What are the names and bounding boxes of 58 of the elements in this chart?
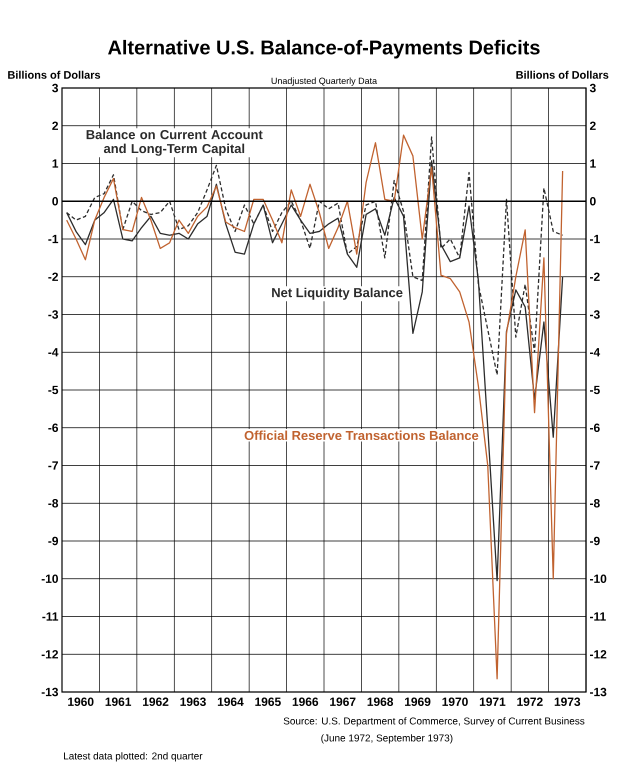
- x-tick-label: 1964: [218, 698, 244, 706]
- x-tick-label: 1973: [554, 698, 580, 706]
- y-tick-label: -8: [48, 499, 58, 508]
- y2-tick-label: -10: [590, 574, 606, 583]
- y2-tick-label: -4: [590, 348, 600, 356]
- y-tick-label: -12: [42, 650, 58, 658]
- x-tick-label: 1962: [143, 698, 168, 706]
- y-tick-label: -2: [48, 272, 58, 281]
- x-tick-label: 1960: [68, 698, 94, 706]
- chart-subtitle: Unadjusted Quarterly Data: [272, 77, 378, 86]
- text: (June 1972, September 1973): [321, 734, 452, 744]
- y-tick-label: -11: [42, 612, 58, 621]
- text: Balance on Current Account and Long-Term Capital: [86, 130, 263, 156]
- x-tick-label: 1972: [517, 698, 543, 706]
- y2-tick-label: 2: [590, 122, 596, 130]
- x-tick-label: 1967: [330, 698, 356, 706]
- series-label: Net Liquidity Balance: [272, 288, 403, 300]
- x-tick-label: 1970: [442, 698, 468, 706]
- y2-tick-label: 1: [590, 159, 596, 168]
- x-tick-label: 1961: [106, 698, 132, 706]
- y-tick-label: -3: [48, 310, 58, 319]
- x-tick-label: 1971: [480, 698, 506, 706]
- text: Latest data plotted: 2nd quarter: [64, 752, 202, 762]
- y2-tick-label: -9: [590, 536, 600, 546]
- x-tick-label: 1963: [180, 698, 206, 706]
- y2-tick-label: -3: [590, 310, 600, 319]
- y-tick-label: -7: [48, 461, 58, 470]
- y2-tick-label: -13: [590, 688, 606, 696]
- y2-tick-label: -8: [590, 499, 600, 508]
- x-tick-label: 1966: [292, 698, 318, 706]
- y2-tick-label: -5: [590, 386, 600, 394]
- y-tick-label: 2: [52, 122, 58, 130]
- y-tick-label: -13: [42, 688, 58, 696]
- y2-tick-label: -6: [590, 424, 600, 432]
- x-tick-label: 1968: [368, 698, 394, 706]
- y-axis-title: Billions of Dollars: [8, 70, 100, 79]
- y2-tick-label: 0: [590, 197, 596, 206]
- y-tick-label: -10: [42, 574, 58, 583]
- y-tick-label: -5: [48, 386, 58, 394]
- y-tick-label: 0: [52, 197, 58, 206]
- y2-tick-label: 3: [590, 84, 596, 92]
- chart-title: Alternative U.S. Balance-of-Payments Deficits: [108, 40, 540, 58]
- y2-tick-label: -11: [590, 612, 606, 621]
- y-tick-label: 1: [52, 159, 58, 168]
- y-tick-label: -4: [48, 348, 58, 356]
- y-tick-label: -1: [48, 234, 58, 244]
- y-tick-label: -9: [48, 536, 58, 546]
- y2-axis-title: Billions of Dollars: [516, 70, 608, 79]
- y-tick-label: 3: [52, 84, 58, 92]
- x-tick-label: 1965: [255, 698, 281, 706]
- y2-tick-label: -7: [590, 461, 600, 470]
- y2-tick-label: -2: [590, 272, 600, 281]
- source-note: Source: U.S. Department of Commerce, Survey of Current Business: [284, 717, 584, 726]
- x-tick-label: 1969: [405, 698, 430, 706]
- y2-tick-label: -12: [590, 650, 606, 658]
- y-tick-label: -6: [48, 424, 58, 432]
- series-label: Official Reserve Transactions Balance: [244, 430, 478, 440]
- y2-tick-label: -1: [590, 234, 600, 244]
